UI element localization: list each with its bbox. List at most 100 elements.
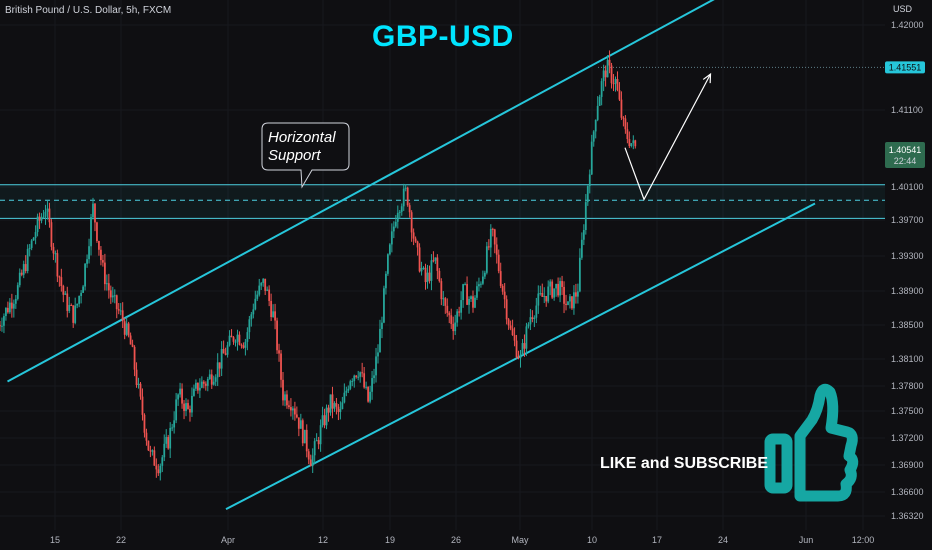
candle xyxy=(60,268,63,292)
candle xyxy=(468,296,470,314)
candle xyxy=(489,224,492,258)
candle xyxy=(121,302,124,329)
time-tick-label: May xyxy=(511,535,529,545)
candle xyxy=(466,276,468,306)
candle xyxy=(32,236,35,241)
candle xyxy=(594,119,597,139)
time-tick-label: 19 xyxy=(385,535,395,545)
candlestick-series xyxy=(0,50,637,481)
candle xyxy=(52,242,55,261)
candle xyxy=(284,391,286,407)
candle xyxy=(331,386,334,419)
candle xyxy=(408,202,411,218)
horizontal-support-callout: Horizontal Support xyxy=(261,122,350,189)
candle xyxy=(96,221,98,243)
candle xyxy=(200,376,203,389)
thumbs-up-icon[interactable] xyxy=(764,383,859,502)
candle xyxy=(592,130,595,147)
candle xyxy=(208,369,211,380)
candle xyxy=(622,116,625,127)
candle xyxy=(115,294,118,319)
candle xyxy=(602,64,605,92)
candle xyxy=(519,349,522,368)
candle xyxy=(88,238,90,264)
candle xyxy=(590,134,593,175)
candle xyxy=(394,215,397,229)
candle xyxy=(94,202,96,232)
candle xyxy=(230,329,233,338)
candle xyxy=(385,271,387,295)
candle xyxy=(341,396,344,410)
candle xyxy=(119,303,122,316)
candle xyxy=(5,307,7,321)
candle xyxy=(224,347,227,356)
candle xyxy=(311,448,314,473)
candle xyxy=(456,308,459,327)
candle xyxy=(1,317,3,332)
candle xyxy=(614,76,617,92)
candle xyxy=(133,345,136,377)
candle xyxy=(240,343,243,349)
candle xyxy=(216,353,219,386)
time-tick-label: 26 xyxy=(451,535,461,545)
candle xyxy=(596,96,599,122)
candle xyxy=(297,417,300,437)
candle xyxy=(161,455,164,473)
candle xyxy=(8,298,11,314)
candle xyxy=(329,394,332,416)
candle xyxy=(517,350,520,360)
candle xyxy=(167,434,170,450)
candle xyxy=(537,285,540,314)
like-subscribe-text: LIKE and SUBSCRIBE xyxy=(600,455,769,472)
candle xyxy=(44,204,47,225)
candle xyxy=(40,213,43,224)
candle xyxy=(476,281,478,301)
candle xyxy=(371,370,373,400)
candle xyxy=(313,438,316,465)
candle xyxy=(0,321,1,331)
candle xyxy=(58,275,61,287)
candle xyxy=(464,282,466,286)
candle xyxy=(82,284,85,293)
candle xyxy=(10,293,13,318)
candle xyxy=(34,225,37,245)
candle xyxy=(46,200,49,220)
candle xyxy=(598,94,601,106)
current-price-tag: 1.40541 22:44 xyxy=(885,142,925,168)
price-tick-label: 1.38500 xyxy=(891,320,924,330)
candle xyxy=(422,266,425,270)
candle xyxy=(228,330,231,347)
candle xyxy=(525,322,528,357)
candle xyxy=(571,296,573,310)
candle xyxy=(410,210,413,242)
candle xyxy=(252,303,255,319)
candle xyxy=(66,286,69,318)
candle xyxy=(125,317,128,337)
candle xyxy=(481,270,484,286)
symbol-description[interactable]: British Pound / U.S. Dollar, 5h, FXCM xyxy=(5,5,172,16)
candle xyxy=(624,115,627,134)
candle xyxy=(588,169,591,194)
candle xyxy=(189,405,191,422)
candle xyxy=(606,55,609,78)
price-tick-label: 1.42000 xyxy=(891,20,924,30)
candle xyxy=(634,139,637,149)
price-tick-label: 1.39700 xyxy=(891,215,924,225)
candle xyxy=(137,377,140,389)
candle xyxy=(541,283,544,297)
candle xyxy=(153,446,156,466)
candle xyxy=(26,244,29,274)
candle xyxy=(333,401,336,412)
candle xyxy=(246,327,249,351)
candle xyxy=(3,313,5,334)
candle xyxy=(434,257,437,264)
candle xyxy=(30,239,33,251)
candle xyxy=(339,401,342,420)
candle xyxy=(24,255,27,274)
candle xyxy=(145,428,148,446)
candle xyxy=(28,243,31,257)
candle xyxy=(212,375,215,386)
candle xyxy=(630,143,633,148)
candle xyxy=(36,213,39,237)
